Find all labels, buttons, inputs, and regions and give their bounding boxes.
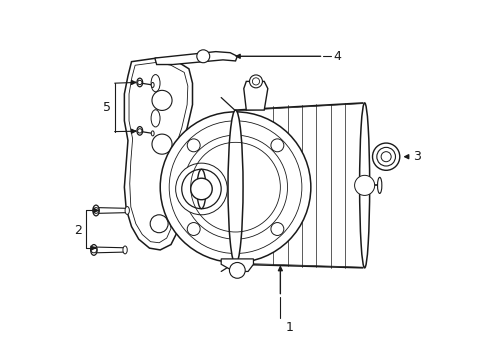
Circle shape: [376, 147, 395, 166]
Text: 3: 3: [412, 150, 420, 163]
Ellipse shape: [151, 110, 160, 127]
Ellipse shape: [93, 205, 99, 216]
Circle shape: [152, 90, 172, 111]
Circle shape: [372, 143, 399, 170]
Circle shape: [190, 178, 212, 200]
Ellipse shape: [137, 78, 142, 87]
Circle shape: [229, 262, 244, 278]
Text: 4: 4: [333, 50, 341, 63]
Text: 1: 1: [285, 321, 293, 334]
Ellipse shape: [122, 246, 127, 254]
Circle shape: [182, 169, 221, 209]
Circle shape: [270, 222, 283, 235]
Ellipse shape: [377, 177, 381, 193]
Circle shape: [380, 152, 390, 162]
Circle shape: [169, 121, 301, 253]
Circle shape: [152, 134, 172, 154]
Ellipse shape: [197, 169, 205, 209]
Polygon shape: [124, 58, 192, 250]
Ellipse shape: [137, 127, 142, 135]
Circle shape: [175, 163, 227, 215]
Circle shape: [354, 175, 374, 195]
Polygon shape: [244, 81, 267, 110]
Polygon shape: [95, 247, 125, 253]
Circle shape: [270, 139, 283, 152]
Circle shape: [160, 112, 310, 262]
Circle shape: [137, 129, 142, 133]
Circle shape: [249, 75, 262, 88]
Polygon shape: [155, 51, 237, 64]
Ellipse shape: [359, 103, 369, 268]
Circle shape: [150, 215, 168, 233]
Circle shape: [137, 80, 142, 85]
Ellipse shape: [151, 82, 154, 87]
Ellipse shape: [227, 110, 243, 264]
Ellipse shape: [151, 131, 154, 136]
Polygon shape: [97, 208, 127, 213]
Polygon shape: [221, 259, 253, 271]
Ellipse shape: [90, 244, 97, 255]
Text: 5: 5: [102, 101, 111, 114]
Circle shape: [91, 247, 97, 253]
Text: 2: 2: [74, 224, 82, 237]
Circle shape: [187, 222, 200, 235]
Circle shape: [252, 78, 259, 85]
Circle shape: [187, 139, 200, 152]
Ellipse shape: [125, 207, 129, 215]
Circle shape: [196, 50, 209, 63]
Circle shape: [183, 135, 287, 239]
Circle shape: [93, 208, 99, 213]
Ellipse shape: [151, 75, 160, 92]
